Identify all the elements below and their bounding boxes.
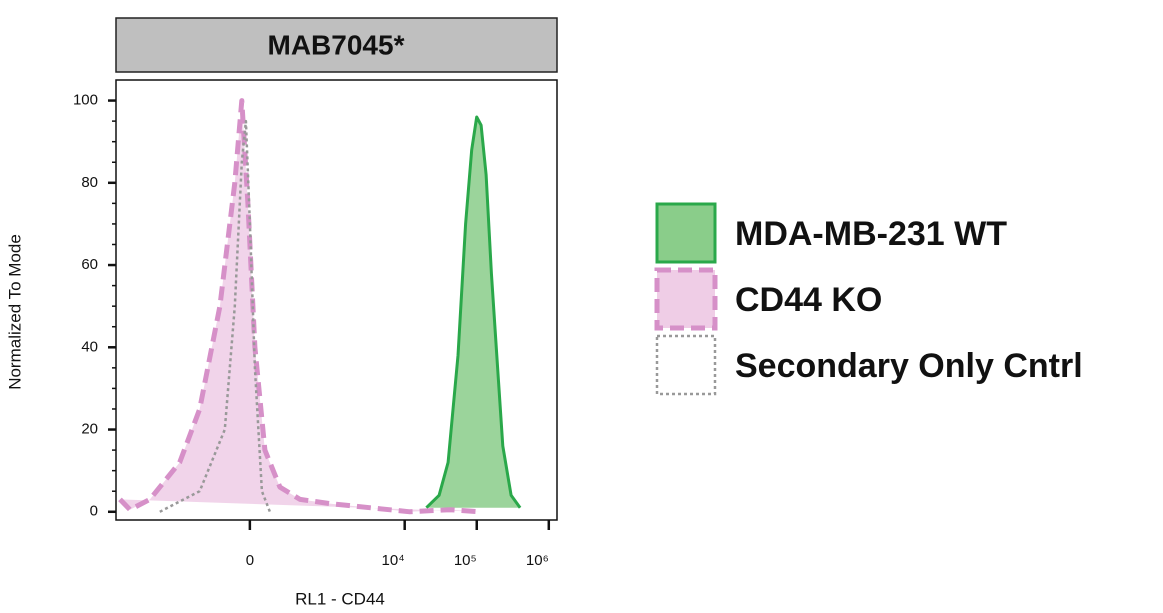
histogram-curve <box>425 115 522 509</box>
histogram-curve <box>159 119 272 513</box>
y-tick-label: 60 <box>81 256 98 273</box>
chart-title: MAB7045* <box>268 29 405 60</box>
y-tick-label: 20 <box>81 421 98 438</box>
y-tick-label: 0 <box>90 503 98 520</box>
y-tick-label: 40 <box>81 338 98 355</box>
x-tick-label: 10⁵ <box>454 552 477 569</box>
x-axis-label: RL1 - CD44 <box>295 589 385 608</box>
legend-swatch <box>655 202 717 264</box>
legend-swatch <box>655 334 717 396</box>
histogram-curve <box>118 98 480 515</box>
y-axis-label: Normalized To Mode <box>5 234 24 390</box>
plot-frame <box>115 79 558 521</box>
legend-label: CD44 KO <box>735 281 882 319</box>
x-tick-label: 10⁴ <box>382 552 405 569</box>
legend-label: Secondary Only Cntrl <box>735 347 1083 385</box>
x-tick-label: 0 <box>246 552 254 569</box>
legend-label: MDA-MB-231 WT <box>735 215 1007 253</box>
x-tick-label: 10⁶ <box>526 552 549 569</box>
title-box <box>115 17 558 73</box>
y-tick-label: 100 <box>73 92 98 109</box>
legend-swatch <box>654 267 718 331</box>
plot-area <box>118 98 522 515</box>
y-tick-label: 80 <box>81 174 98 191</box>
